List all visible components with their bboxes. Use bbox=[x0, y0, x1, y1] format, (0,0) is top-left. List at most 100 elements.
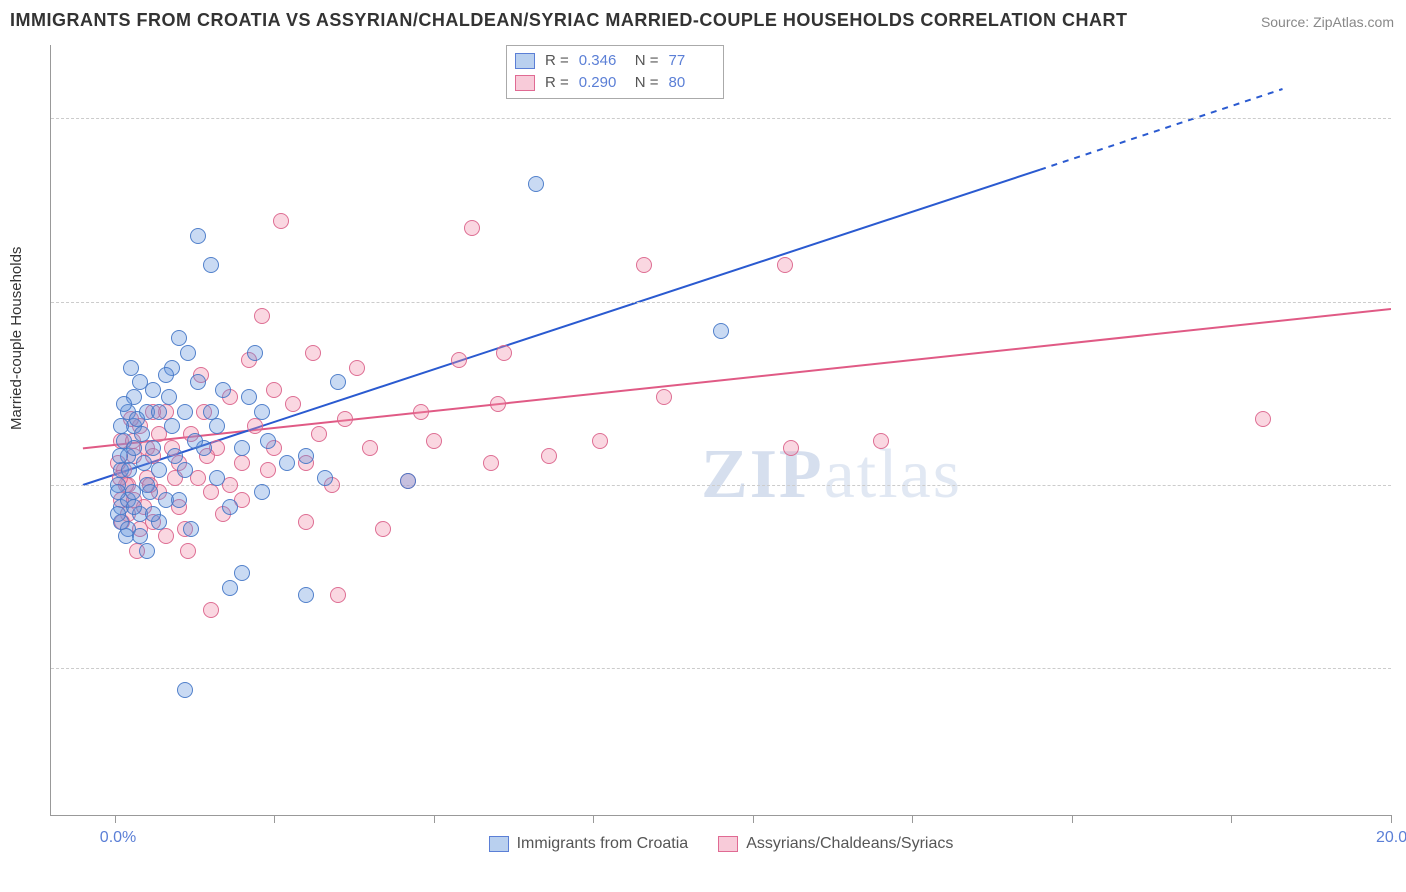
y-axis-label: Married-couple Households bbox=[8, 247, 25, 430]
data-point-pink bbox=[254, 308, 270, 324]
data-point-pink bbox=[349, 360, 365, 376]
y-tick-label: 75.0% bbox=[1401, 292, 1406, 310]
n-value-pink: 80 bbox=[669, 72, 715, 94]
data-point-blue bbox=[116, 396, 132, 412]
gridline bbox=[51, 485, 1391, 486]
x-tick bbox=[912, 815, 913, 823]
x-tick bbox=[1231, 815, 1232, 823]
source-label: Source: ZipAtlas.com bbox=[1261, 14, 1394, 30]
r-value-blue: 0.346 bbox=[579, 50, 625, 72]
watermark-bold: ZIP bbox=[701, 436, 824, 513]
data-point-pink bbox=[464, 220, 480, 236]
data-point-blue bbox=[400, 473, 416, 489]
r-label: R = bbox=[545, 50, 569, 72]
data-point-pink bbox=[1255, 411, 1271, 427]
data-point-pink bbox=[273, 213, 289, 229]
x-tick-label: 20.0% bbox=[1376, 829, 1406, 847]
data-point-blue bbox=[183, 521, 199, 537]
data-point-pink bbox=[203, 484, 219, 500]
data-point-blue bbox=[279, 455, 295, 471]
data-point-blue bbox=[129, 411, 145, 427]
data-point-blue bbox=[203, 257, 219, 273]
data-point-blue bbox=[177, 462, 193, 478]
trend-line bbox=[1040, 89, 1282, 170]
data-point-blue bbox=[167, 448, 183, 464]
data-point-blue bbox=[145, 506, 161, 522]
data-point-blue bbox=[125, 484, 141, 500]
n-label: N = bbox=[635, 50, 659, 72]
data-point-blue bbox=[171, 492, 187, 508]
data-point-blue bbox=[110, 484, 126, 500]
watermark: ZIPatlas bbox=[701, 435, 962, 515]
y-tick-label: 50.0% bbox=[1401, 475, 1406, 493]
data-point-blue bbox=[260, 433, 276, 449]
data-point-blue bbox=[298, 587, 314, 603]
gridline bbox=[51, 302, 1391, 303]
plot-area: ZIPatlas R = 0.346 N = 77 R = 0.290 N = … bbox=[50, 45, 1391, 816]
legend-label-blue: Immigrants from Croatia bbox=[517, 835, 689, 853]
data-point-blue bbox=[528, 176, 544, 192]
data-point-blue bbox=[134, 426, 150, 442]
data-point-blue bbox=[234, 440, 250, 456]
data-point-blue bbox=[190, 374, 206, 390]
x-tick bbox=[1072, 815, 1073, 823]
data-point-pink bbox=[496, 345, 512, 361]
data-point-blue bbox=[330, 374, 346, 390]
data-point-blue bbox=[132, 528, 148, 544]
data-point-pink bbox=[234, 455, 250, 471]
data-point-blue bbox=[161, 389, 177, 405]
data-point-blue bbox=[136, 455, 152, 471]
data-point-blue bbox=[121, 462, 137, 478]
data-point-blue bbox=[151, 404, 167, 420]
legend-item-blue: Immigrants from Croatia bbox=[489, 835, 689, 853]
legend-row-blue: R = 0.346 N = 77 bbox=[515, 50, 715, 72]
watermark-light: atlas bbox=[824, 436, 962, 513]
gridline bbox=[51, 118, 1391, 119]
data-point-pink bbox=[158, 528, 174, 544]
trend-line bbox=[83, 309, 1391, 448]
data-point-pink bbox=[873, 433, 889, 449]
data-point-pink bbox=[330, 587, 346, 603]
data-point-blue bbox=[145, 382, 161, 398]
data-point-blue bbox=[298, 448, 314, 464]
data-point-blue bbox=[215, 382, 231, 398]
legend-row-pink: R = 0.290 N = 80 bbox=[515, 72, 715, 94]
y-tick-label: 100.0% bbox=[1401, 108, 1406, 126]
data-point-blue bbox=[190, 228, 206, 244]
data-point-blue bbox=[113, 418, 129, 434]
data-point-pink bbox=[413, 404, 429, 420]
data-point-blue bbox=[142, 484, 158, 500]
swatch-blue bbox=[489, 836, 509, 852]
data-point-blue bbox=[158, 367, 174, 383]
data-point-blue bbox=[241, 389, 257, 405]
series-legend: Immigrants from Croatia Assyrians/Chalde… bbox=[51, 835, 1391, 853]
data-point-pink bbox=[260, 462, 276, 478]
data-point-blue bbox=[209, 470, 225, 486]
data-point-pink bbox=[362, 440, 378, 456]
r-value-pink: 0.290 bbox=[579, 72, 625, 94]
data-point-blue bbox=[222, 499, 238, 515]
data-point-blue bbox=[177, 404, 193, 420]
x-tick bbox=[593, 815, 594, 823]
data-point-pink bbox=[541, 448, 557, 464]
data-point-blue bbox=[247, 345, 263, 361]
data-point-blue bbox=[145, 440, 161, 456]
gridline bbox=[51, 668, 1391, 669]
data-point-blue bbox=[110, 506, 126, 522]
data-point-blue bbox=[317, 470, 333, 486]
data-point-blue bbox=[126, 440, 142, 456]
n-label: N = bbox=[635, 72, 659, 94]
x-tick bbox=[753, 815, 754, 823]
data-point-pink bbox=[636, 257, 652, 273]
data-point-pink bbox=[311, 426, 327, 442]
data-point-blue bbox=[180, 345, 196, 361]
data-point-pink bbox=[247, 418, 263, 434]
data-point-blue bbox=[222, 580, 238, 596]
data-point-pink bbox=[490, 396, 506, 412]
x-tick bbox=[115, 815, 116, 823]
data-point-blue bbox=[139, 543, 155, 559]
data-point-pink bbox=[777, 257, 793, 273]
data-point-blue bbox=[123, 360, 139, 376]
chart-title: IMMIGRANTS FROM CROATIA VS ASSYRIAN/CHAL… bbox=[10, 10, 1128, 31]
data-point-blue bbox=[209, 418, 225, 434]
